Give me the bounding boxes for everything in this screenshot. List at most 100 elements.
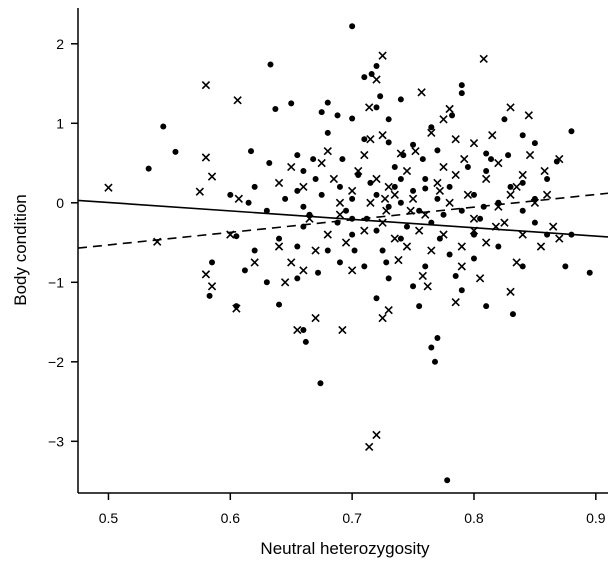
data-point-cross [463,190,473,200]
data-point-dot [172,148,179,155]
x-tick-label: 0.5 [99,510,119,526]
data-point-cross [555,154,564,164]
data-point-cross [494,202,503,211]
data-point-dot [544,231,551,238]
data-point-cross [360,226,369,235]
x-tick-label: 0.7 [342,510,362,526]
data-point-cross [104,183,113,192]
data-point-dot [419,156,426,163]
data-point-dot [385,203,392,210]
data-point-cross [439,162,448,172]
data-point-dot [245,199,252,206]
data-point-dot [233,233,240,240]
data-point-cross [274,242,284,251]
data-point-dot [349,115,356,122]
data-point-dot [464,164,471,171]
data-point-cross [305,214,314,223]
data-point-dot [276,301,283,308]
data-point-dot [343,207,350,214]
data-point-dot [339,156,346,163]
data-point-dot [351,247,358,254]
data-point-dot [294,152,301,159]
data-point-dot [294,187,301,194]
data-point-dot [562,263,569,270]
data-point-cross [378,218,387,227]
data-point-dot [251,247,258,254]
data-point-cross [439,230,448,239]
data-point-cross [427,246,436,255]
data-point-dot [300,327,307,334]
data-point-cross [380,194,390,203]
data-point-dot [160,123,167,130]
data-point-dot [263,279,270,286]
data-point-dot [276,235,283,242]
data-point-cross [414,226,424,235]
data-point-cross [408,194,418,203]
data-point-dot [531,219,538,226]
data-point-dot [361,136,368,143]
data-point-dot [568,128,575,135]
data-point-dot [349,231,356,238]
data-point-cross [451,170,460,180]
data-point-dot [383,259,390,266]
data-point-dot [458,287,465,294]
data-point-dot [334,219,341,226]
data-point-dot [266,160,273,167]
data-point-dot [349,195,356,202]
data-point-cross [540,166,549,176]
data-point-dot [434,147,441,154]
data-point-cross [280,278,290,287]
data-point-dot [446,183,453,190]
data-point-dot [434,195,441,202]
data-point-cross [406,206,415,215]
data-point-cross [549,222,558,231]
data-point-dot [391,183,398,190]
data-point-cross [433,178,442,188]
data-point-dot [318,109,325,116]
data-point-dot [586,269,593,276]
data-point-dot [336,259,343,266]
data-point-cross [512,182,521,192]
data-point-cross [524,111,533,120]
data-point-dot [531,140,538,147]
data-point-cross [232,304,241,313]
data-point-cross [439,115,448,124]
data-point-cross [299,266,308,275]
data-point-cross [335,210,345,219]
data-point-cross [250,258,259,267]
data-point-cross [317,158,326,168]
data-point-dot [495,243,502,250]
data-point-dot [288,100,295,107]
data-point-dot [324,99,331,106]
data-point-dot [315,269,322,276]
data-point-dot [373,191,380,198]
data-point-dot [428,124,435,131]
y-tick-label: −1 [48,274,64,290]
data-point-dot [483,303,490,310]
data-point-cross [518,230,527,239]
data-point-dot [241,267,248,274]
data-point-dot [519,263,526,270]
data-point-dot [227,191,234,198]
data-point-cross [481,174,491,184]
data-point-dot [397,199,404,206]
data-point-dot [294,243,301,250]
data-point-dot [209,259,216,266]
data-point-dot [145,165,152,172]
data-point-cross [469,214,479,223]
data-point-dot [410,187,417,194]
data-point-cross [201,80,211,90]
data-point-dot [373,63,380,70]
data-point-dot [361,263,368,270]
data-point-dot [300,203,307,210]
data-point-dot [452,272,459,279]
data-point-dot [458,90,465,97]
data-point-cross [201,270,211,279]
data-point-cross [347,266,357,275]
data-point-cross [311,246,320,255]
data-point-cross [435,186,445,196]
data-point-cross [311,313,320,323]
data-point-dot [363,215,370,222]
data-point-cross [323,146,332,156]
